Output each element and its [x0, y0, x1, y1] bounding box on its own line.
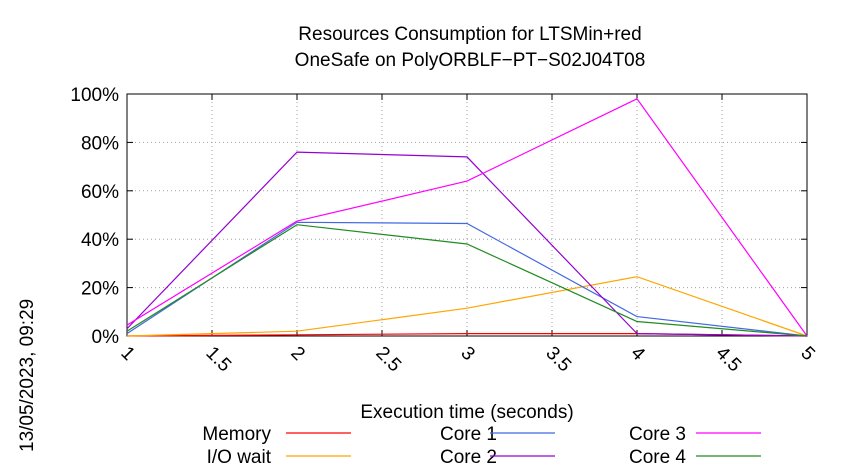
x-tick-label: 1.5: [201, 343, 235, 377]
x-tick-label: 4.5: [711, 343, 745, 377]
y-axis-ticks: 0% 20% 40% 60% 80% 100%: [70, 85, 807, 348]
y-tick-label: 20%: [81, 279, 119, 300]
series-lines: [126, 98, 808, 337]
legend-label: Core 2: [440, 447, 497, 468]
x-tick-label: 2: [286, 343, 308, 365]
chart-title-line-1: Resources Consumption for LTSMin+red: [298, 24, 641, 45]
x-tick-label: 3: [456, 343, 478, 365]
x-tick-label: 3.5: [541, 343, 575, 377]
series-line-core-3: [126, 98, 808, 337]
y-tick-label: 0%: [92, 327, 120, 348]
legend-label: Core 4: [629, 447, 686, 468]
series-line-core-1: [126, 221, 808, 337]
y-tick-label: 40%: [81, 230, 119, 251]
legend-label: I/O wait: [207, 447, 272, 468]
x-tick-label: 2.5: [371, 343, 405, 377]
x-axis-label: Execution time (seconds): [360, 402, 573, 423]
series-line-core-2: [126, 151, 808, 337]
legend-label: Core 1: [440, 424, 497, 445]
y-tick-label: 100%: [70, 85, 119, 106]
y-tick-label: 60%: [81, 182, 119, 203]
series-line-i-o-wait: [126, 276, 808, 337]
timestamp: 13/05/2023, 09:29: [17, 299, 38, 452]
series-line-core-4: [126, 224, 808, 337]
chart-title-line-2: OneSafe on PolyORBLF−PT−S02J04T08: [295, 50, 646, 71]
x-tick-label: 1: [116, 343, 138, 365]
y-tick-label: 80%: [81, 133, 119, 154]
legend-label: Memory: [202, 424, 271, 445]
x-tick-label: 5: [796, 343, 818, 365]
x-tick-label: 4: [626, 343, 649, 366]
grid: [127, 94, 807, 336]
chart-title: Resources Consumption for LTSMin+red One…: [295, 24, 646, 71]
legend-label: Core 3: [629, 424, 686, 445]
